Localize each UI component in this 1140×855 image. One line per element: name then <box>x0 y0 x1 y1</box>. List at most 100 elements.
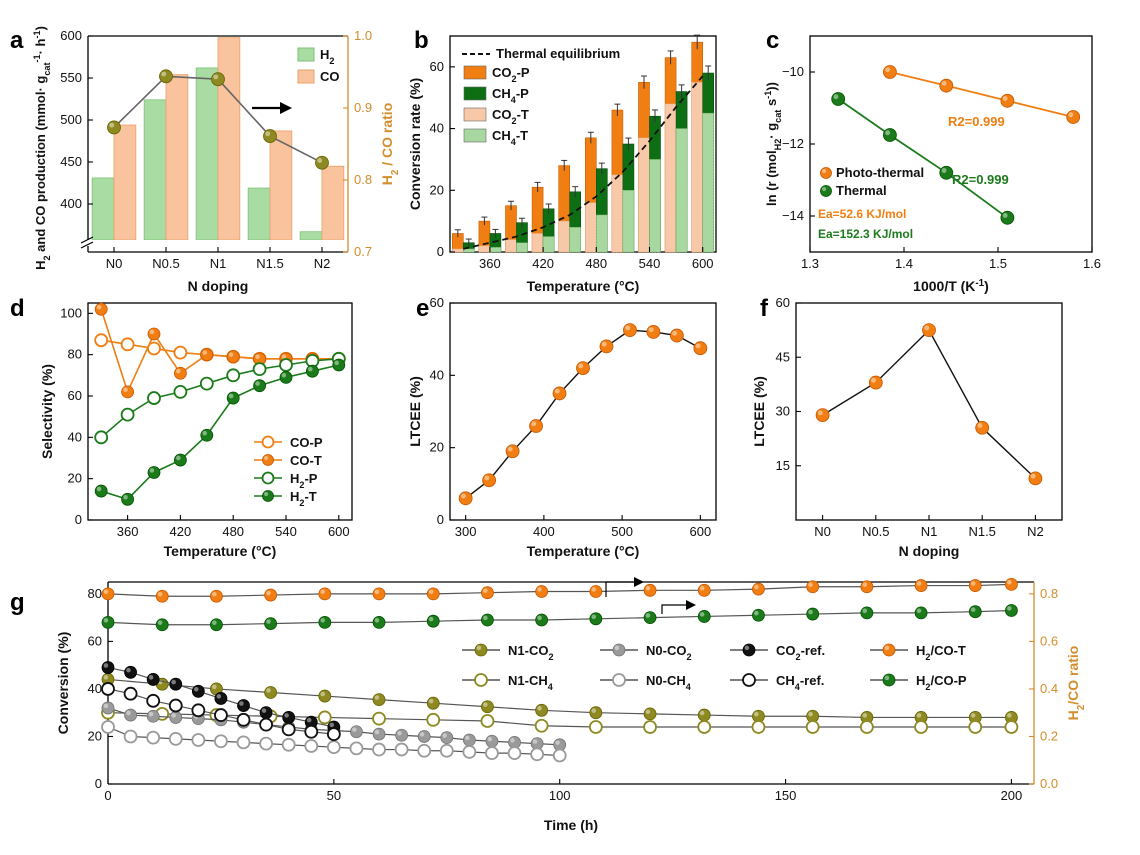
text-segment: )) <box>764 82 779 91</box>
point-Thermal-highlight <box>833 94 839 100</box>
legend-swatch-CO2-T <box>463 107 487 122</box>
legend-swatch-CH4-P <box>463 86 487 101</box>
point-Photo-thermal <box>883 65 897 79</box>
text-segment: 2 <box>686 652 691 662</box>
x-tick-label: 360 <box>479 256 501 271</box>
point-CO-T-highlight <box>96 304 102 310</box>
point-300 <box>458 491 473 506</box>
y2-tick-label: 0.4 <box>1040 681 1058 696</box>
point-H2/CO-T-highlight <box>537 587 542 592</box>
point-N0-CH4 <box>259 736 273 751</box>
x-tick-label: N0.5 <box>152 256 179 271</box>
point-N0-CO2 <box>417 730 431 743</box>
point-330-highlight <box>484 475 490 481</box>
text-segment: 2 <box>796 652 801 662</box>
y2-tick-label: 0.9 <box>354 100 372 115</box>
point-N1-CO2 <box>318 689 332 703</box>
legend-marker-N1-CH4 <box>474 673 488 687</box>
y2-tick-label: 0.6 <box>1040 633 1058 648</box>
point-CH4-ref. <box>326 727 341 741</box>
point-CO2-ref.-dot <box>282 711 296 724</box>
point-H2-T-highlight <box>176 455 181 461</box>
point-CO2-ref.-highlight <box>193 686 199 692</box>
point-CO2-ref.-highlight <box>103 663 109 668</box>
point-Thermal-highlight <box>1002 213 1008 218</box>
point-510-highlight <box>625 325 631 331</box>
point-CO2-ref.-dot <box>169 677 183 691</box>
legend-label-H2/CO-P: H2/CO-P <box>916 673 967 692</box>
point-H2/CO-P-highlight <box>483 615 488 621</box>
y-tick-label: −10 <box>782 64 804 79</box>
legend-label-H2-P: H2-P <box>290 471 318 490</box>
point-N0-CH4 <box>236 735 251 750</box>
point-H2/CO-P <box>372 616 386 629</box>
point-CO-P <box>94 333 109 348</box>
point-N0-CO2-dot <box>101 701 115 715</box>
point-H2-T <box>226 391 240 405</box>
point-N0-CH4 <box>417 743 432 758</box>
x-tick-label: N0.5 <box>862 524 889 539</box>
point-H2/CO-T-dot <box>860 580 874 594</box>
text-segment: -P <box>516 86 529 101</box>
point-CO-T-dot <box>173 366 187 380</box>
point-H2-T <box>121 492 134 506</box>
point-H2/CO-T <box>372 587 386 601</box>
point-Photo-thermal-dot <box>883 65 897 79</box>
x-tick-label: 360 <box>117 524 139 539</box>
point-H2/CO-T <box>968 579 982 592</box>
point-CH4-ref. <box>191 703 206 718</box>
y2-tick-label: 0.2 <box>1040 728 1058 743</box>
point-N0-CO2-dot <box>417 730 431 743</box>
legend-marker-N1-CO2-highlight <box>476 645 482 651</box>
y-tick-label: 0 <box>437 244 444 259</box>
point-CO2-ref.-dot <box>146 673 160 686</box>
bar-CO-N0.5 <box>165 74 189 241</box>
point-N0-CH4 <box>372 742 386 757</box>
point-H2/CO-T <box>481 586 494 600</box>
y-tick-label: 550 <box>60 70 82 85</box>
point-N0-CO2-highlight <box>352 727 357 732</box>
point-H2/CO-P <box>968 605 982 619</box>
y-tick-label: 0 <box>75 512 82 527</box>
point-H2/CO-T-dot <box>752 582 765 596</box>
point-H2/CO-P <box>210 618 223 632</box>
point-420-dot <box>552 386 567 401</box>
text-segment: 2 <box>925 652 930 662</box>
text-segment: -1 <box>32 30 42 38</box>
point-CO-P <box>173 345 188 360</box>
point-H2/CO-P-highlight <box>374 618 380 623</box>
y-tick-label: −14 <box>782 208 804 223</box>
legend-label-N0-CO2: N0-CO2 <box>646 643 692 662</box>
point-H2/CO-T-dot <box>589 585 603 598</box>
x-axis-title: Time (h) <box>544 817 598 833</box>
y2-axis-title: H2/CO ratio <box>1065 646 1087 721</box>
y2-tick-label: 1.0 <box>354 28 372 43</box>
point-N0-CO2 <box>462 733 476 747</box>
point-H2/CO-T-highlight <box>645 585 651 591</box>
legend-marker-CO-T <box>262 454 274 466</box>
point-N1-CO2-highlight <box>103 675 109 680</box>
legend-marker-H2-T-dot <box>262 490 274 502</box>
point-H2-T-highlight <box>202 430 207 436</box>
point-Photo-thermal <box>1000 93 1015 108</box>
point-H2/CO-P <box>860 606 874 620</box>
text-segment: N1-CO <box>508 643 548 658</box>
panel-label-e: e <box>416 295 429 322</box>
y-axis-title: Conversion rate (%) <box>407 78 423 210</box>
legend-swatch-CO2-P <box>463 65 487 80</box>
text-segment: s <box>764 99 779 110</box>
text-segment: -T <box>304 489 316 504</box>
point-H2/CO-P-highlight <box>591 614 597 620</box>
point-Photo-thermal-highlight <box>1068 112 1074 118</box>
text-segment: H <box>290 489 299 504</box>
point-N1.5 <box>975 420 990 435</box>
point-H2/CO-P <box>643 611 657 625</box>
point-CO-T <box>121 385 134 399</box>
bar-CO2-T-570 <box>664 103 677 253</box>
y-tick-label: 60 <box>88 633 102 648</box>
point-H2/CO-T-highlight <box>428 589 434 595</box>
point-CO2-ref. <box>259 706 273 720</box>
text-segment: 4 <box>511 137 517 147</box>
point-N0-highlight <box>817 410 823 416</box>
point-N1-CO2-highlight <box>483 702 488 707</box>
